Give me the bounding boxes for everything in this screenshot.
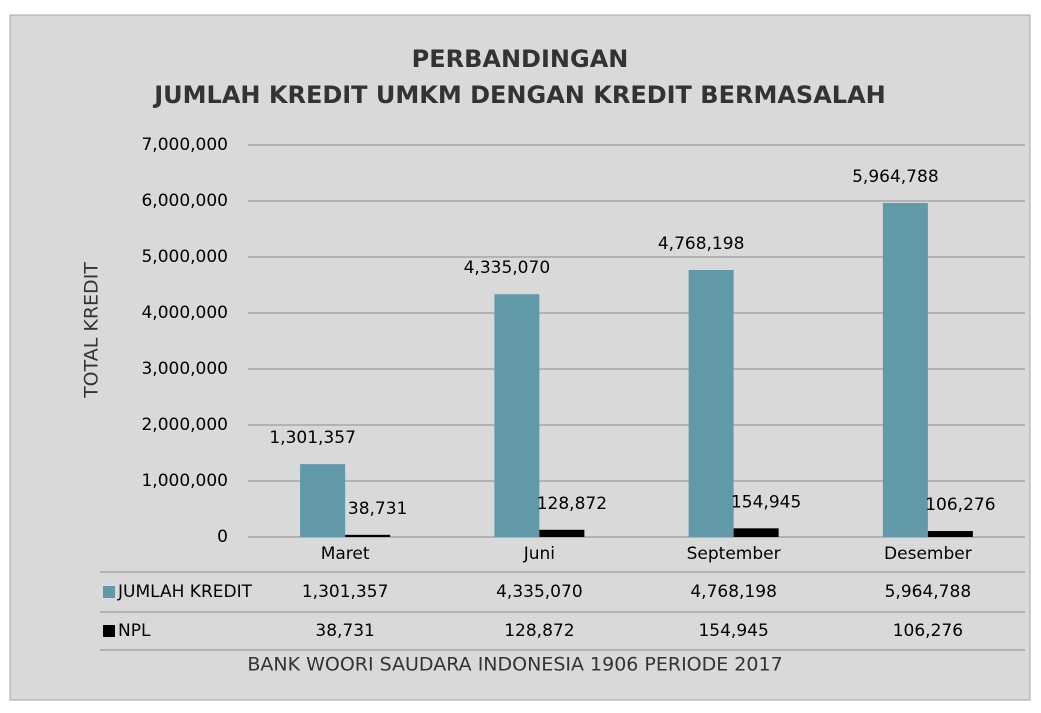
y-tick-label: 0: [217, 527, 228, 547]
data-label: 154,945: [731, 492, 801, 512]
x-tick-label: Juni: [523, 544, 555, 564]
table-cell: 1,301,357: [302, 582, 389, 602]
bar: [494, 294, 540, 537]
legend-key: [103, 586, 115, 598]
data-label: 5,964,788: [852, 167, 939, 187]
y-tick-label: 2,000,000: [141, 415, 228, 435]
bar: [345, 534, 391, 537]
table-cell: 4,335,070: [496, 582, 583, 602]
data-label: 4,768,198: [658, 234, 745, 254]
data-label: 1,301,357: [269, 428, 356, 448]
data-label: 128,872: [537, 494, 607, 514]
y-tick-label: 6,000,000: [141, 191, 228, 211]
bar: [688, 269, 734, 537]
table-cell: 5,964,788: [885, 582, 972, 602]
y-tick-label: 4,000,000: [141, 303, 228, 323]
y-tick-label: 7,000,000: [141, 135, 228, 155]
bar: [300, 464, 346, 537]
bar: [882, 202, 928, 538]
legend-label: NPL: [118, 621, 151, 641]
data-label: 38,731: [348, 499, 407, 519]
bar: [927, 531, 973, 537]
table-cell: 4,768,198: [690, 582, 777, 602]
data-label: 4,335,070: [464, 258, 551, 278]
x-tick-label: Desember: [884, 544, 972, 564]
bar: [539, 529, 585, 537]
table-cell: 154,945: [698, 621, 768, 641]
legend-label: JUMLAH KREDIT: [117, 582, 253, 602]
chart-title: JUMLAH KREDIT UMKM DENGAN KREDIT BERMASA…: [152, 81, 885, 109]
y-tick-label: 5,000,000: [141, 247, 228, 267]
chart-title: PERBANDINGAN: [412, 45, 629, 73]
x-tick-label: September: [687, 544, 781, 564]
table-cell: 38,731: [315, 621, 374, 641]
x-tick-label: Maret: [321, 544, 370, 564]
y-tick-label: 1,000,000: [141, 471, 228, 491]
y-axis-label: TOTAL KREDIT: [81, 262, 103, 399]
data-label: 106,276: [925, 495, 995, 515]
bar: [733, 528, 779, 537]
table-cell: 128,872: [504, 621, 574, 641]
y-tick-label: 3,000,000: [141, 359, 228, 379]
x-axis-label: BANK WOORI SAUDARA INDONESIA 1906 PERIOD…: [247, 654, 782, 676]
legend-key: [103, 625, 115, 637]
table-cell: 106,276: [893, 621, 963, 641]
